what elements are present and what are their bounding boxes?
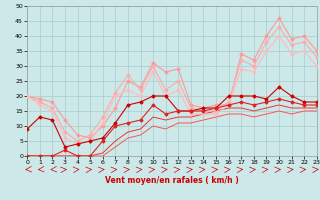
X-axis label: Vent moyen/en rafales ( km/h ): Vent moyen/en rafales ( km/h ) xyxy=(105,176,239,185)
